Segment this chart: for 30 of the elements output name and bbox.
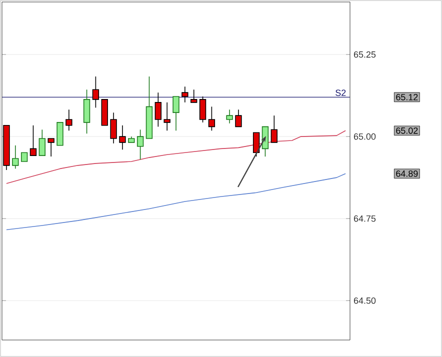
candlestick (226, 109, 233, 124)
candlestick (182, 86, 188, 103)
candlestick (270, 115, 278, 143)
candlestick (30, 124, 37, 156)
candlestick (235, 109, 242, 128)
candlestick (66, 109, 72, 132)
candlestick (190, 89, 198, 103)
candlestick (164, 102, 170, 132)
text: 65.02 (396, 127, 418, 134)
candlestick (110, 112, 117, 144)
y-tick-label: 65.25 (354, 51, 376, 58)
candlestick (199, 96, 206, 123)
candlestick (208, 106, 216, 132)
candlestick (154, 92, 162, 128)
candlestick (38, 129, 46, 156)
candlestick (92, 76, 100, 108)
text: 64.89 (396, 170, 418, 177)
ref-line-label: S2 (336, 90, 346, 96)
y-tick-label: 65.00 (354, 133, 376, 140)
text: 65.12 (396, 94, 418, 100)
candlestick (252, 132, 260, 157)
candlestick (48, 138, 54, 157)
candlestick (119, 124, 126, 150)
candlestick (12, 145, 19, 170)
candlestick (83, 89, 90, 134)
candlestick (172, 96, 180, 132)
candlestick (136, 129, 144, 160)
y-tick-label: 64.75 (354, 215, 376, 222)
y-tick-label: 64.50 (354, 297, 376, 304)
candlestick (56, 122, 64, 146)
